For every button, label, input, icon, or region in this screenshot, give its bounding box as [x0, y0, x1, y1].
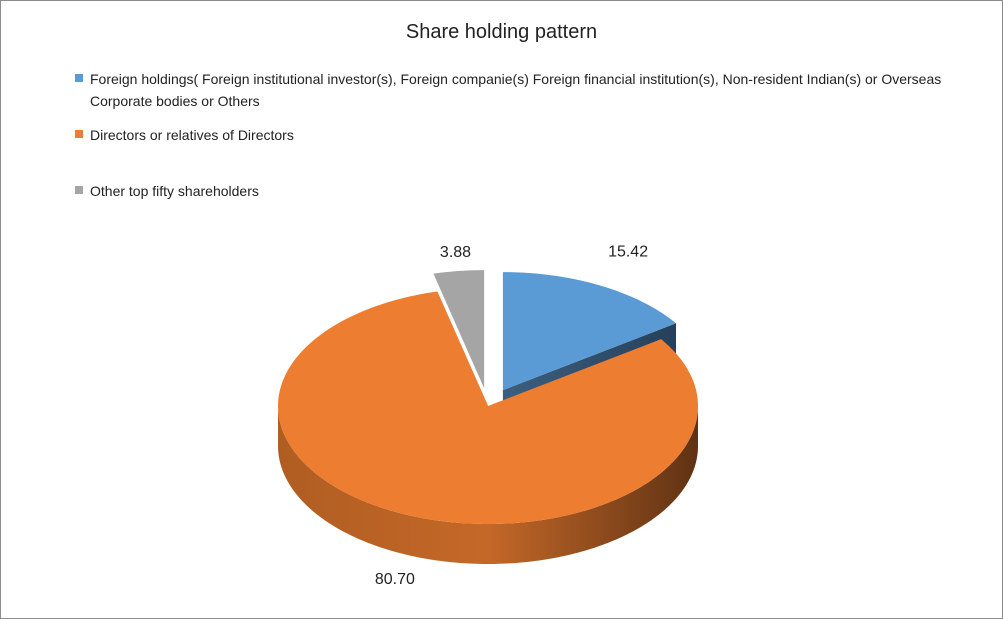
legend-label-other-top-fifty: Other top fifty shareholders — [90, 183, 259, 199]
chart-title: Share holding pattern — [405, 21, 598, 43]
pie-slice-foreign-holdings-top — [502, 272, 676, 391]
pie-slice-other-top-fifty-top — [433, 270, 485, 389]
legend-item-foreign-holdings: Foreign holdings( Foreign institutional … — [75, 68, 955, 112]
data-label-directors: 80.70 — [375, 571, 415, 588]
data-label-foreign-holdings: 15.42 — [608, 243, 648, 260]
chart-legend: Foreign holdings( Foreign institutional … — [75, 68, 955, 202]
pie-slice-directors — [278, 291, 698, 564]
legend-label-foreign-holdings: Foreign holdings( Foreign institutional … — [90, 71, 942, 109]
pie-slice-other-top-fifty — [433, 270, 485, 389]
data-label-other-top-fifty: 3.88 — [440, 244, 471, 261]
legend-swatch-other-top-fifty — [75, 186, 83, 194]
legend-swatch-directors — [75, 130, 83, 138]
legend-item-other-top-fifty: Other top fifty shareholders — [75, 180, 955, 202]
legend-swatch-foreign-holdings — [75, 74, 83, 82]
legend-label-directors: Directors or relatives of Directors — [90, 127, 294, 143]
legend-item-directors: Directors or relatives of Directors — [75, 124, 955, 146]
pie-slice-directors-side — [278, 406, 698, 564]
pie-slice-directors-top — [278, 291, 698, 524]
